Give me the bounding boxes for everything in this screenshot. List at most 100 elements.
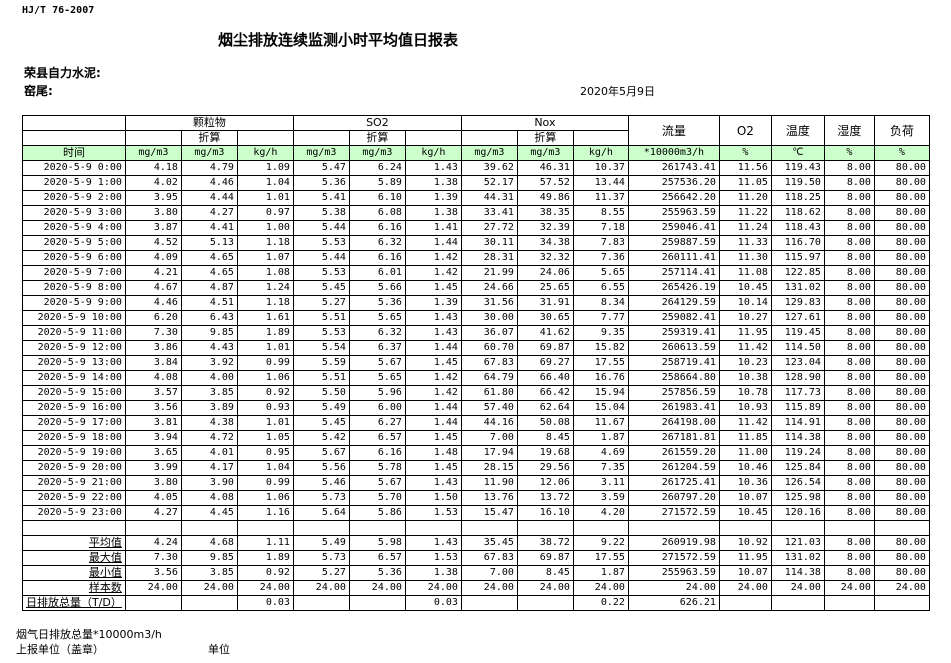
value-cell: 1.01 [236, 340, 294, 356]
value-cell: 11.42 [718, 340, 772, 356]
value-cell: 8.00 [823, 250, 875, 266]
value-cell [348, 595, 406, 611]
value-cell: 24.00 [718, 580, 772, 596]
stat-row: 最大值 7.30 9.85 1.89 5.73 6.57 1.53 67.83 69.87 17.… [22, 550, 930, 566]
converted-label: 折算 [180, 130, 238, 146]
value-cell: 15.47 [460, 505, 518, 521]
value-cell: 1.48 [404, 445, 462, 461]
table-row: 2020-5-9 17:00 3.81 4.38 1.01 5.45 6.27 1.44 44… [22, 415, 930, 431]
time-cell: 2020-5-9 12:00 [22, 340, 126, 356]
header-flow: 流量 [627, 115, 720, 146]
value-cell: 8.00 [823, 535, 875, 551]
value-cell: 35.45 [460, 535, 518, 551]
value-cell: 15.94 [572, 385, 629, 401]
value-cell: 80.00 [873, 160, 930, 176]
value-cell: 4.08 [180, 490, 238, 506]
value-cell: 4.44 [180, 190, 238, 206]
table-row: 2020-5-9 5:00 4.52 5.13 1.18 5.53 6.32 1.44 30.… [22, 235, 930, 251]
value-cell: 118.62 [770, 205, 825, 221]
value-cell: 125.98 [770, 490, 825, 506]
value-cell: 271572.59 [627, 550, 720, 566]
value-cell: 1.53 [404, 505, 462, 521]
value-cell: 8.55 [572, 205, 629, 221]
value-cell: 7.77 [572, 310, 629, 326]
value-cell: 264129.59 [627, 295, 720, 311]
value-cell: 261204.59 [627, 460, 720, 476]
unit-label: 单位 [208, 643, 230, 656]
value-cell: 11.20 [718, 190, 772, 206]
unit-cell: mg/m3 [292, 145, 350, 161]
value-cell: 1.01 [236, 190, 294, 206]
value-cell: 0.22 [572, 595, 629, 611]
value-cell: 4.69 [572, 445, 629, 461]
value-cell: 24.00 [404, 580, 462, 596]
blank-cell [22, 130, 126, 146]
value-cell: 30.11 [460, 235, 518, 251]
value-cell: 11.37 [572, 190, 629, 206]
value-cell: 5.86 [348, 505, 406, 521]
value-cell [718, 520, 772, 536]
value-cell [516, 595, 574, 611]
time-cell: 2020-5-9 0:00 [22, 160, 126, 176]
value-cell: 80.00 [873, 475, 930, 491]
value-cell: 13.76 [460, 490, 518, 506]
value-cell: 5.53 [292, 235, 350, 251]
value-cell: 5.36 [348, 565, 406, 581]
value-cell: 11.90 [460, 475, 518, 491]
value-cell: 80.00 [873, 280, 930, 296]
table-row: 2020-5-9 1:00 4.02 4.46 1.04 5.36 5.89 1.38 52.… [22, 175, 930, 191]
table-row: 2020-5-9 3:00 3.80 4.27 0.97 5.38 6.08 1.38 33.… [22, 205, 930, 221]
value-cell: 0.99 [236, 355, 294, 371]
value-cell: 5.96 [348, 385, 406, 401]
table-row: 2020-5-9 16:00 3.56 3.89 0.93 5.49 6.00 1.44 57… [22, 400, 930, 416]
value-cell: 3.59 [572, 490, 629, 506]
value-cell: 11.00 [718, 445, 772, 461]
value-cell: 24.00 [516, 580, 574, 596]
value-cell: 4.09 [124, 250, 182, 266]
value-cell: 258719.41 [627, 355, 720, 371]
value-cell: 6.57 [348, 430, 406, 446]
time-cell: 2020-5-9 4:00 [22, 220, 126, 236]
value-cell: 117.73 [770, 385, 825, 401]
value-cell: 7.30 [124, 325, 182, 341]
value-cell: 114.38 [770, 430, 825, 446]
value-cell: 4.21 [124, 265, 182, 281]
time-cell: 2020-5-9 10:00 [22, 310, 126, 326]
value-cell: 57.40 [460, 400, 518, 416]
value-cell: 5.46 [292, 475, 350, 491]
value-cell: 50.08 [516, 415, 574, 431]
value-cell: 1.87 [572, 565, 629, 581]
unit-cell: *10000m3/h [627, 145, 720, 161]
value-cell: 4.27 [180, 205, 238, 221]
value-cell: 11.85 [718, 430, 772, 446]
value-cell: 11.30 [718, 250, 772, 266]
value-cell: 4.65 [180, 250, 238, 266]
value-cell: 116.70 [770, 235, 825, 251]
blank-cell [236, 130, 294, 146]
value-cell: 8.00 [823, 325, 875, 341]
time-cell: 2020-5-9 8:00 [22, 280, 126, 296]
value-cell: 80.00 [873, 490, 930, 506]
table-row: 2020-5-9 8:00 4.67 4.87 1.24 5.45 5.66 1.45 24.… [22, 280, 930, 296]
group-header-nox: Nox [460, 115, 629, 131]
value-cell: 28.31 [460, 250, 518, 266]
value-cell: 10.38 [718, 370, 772, 386]
kiln-label: 窑尾: [24, 84, 53, 98]
value-cell: 10.78 [718, 385, 772, 401]
value-cell: 39.62 [460, 160, 518, 176]
value-cell: 8.00 [823, 205, 875, 221]
value-cell: 0.03 [404, 595, 462, 611]
value-cell: 8.00 [823, 310, 875, 326]
reporting-unit-label: 上报单位（盖章） [16, 643, 104, 656]
value-cell: 4.79 [180, 160, 238, 176]
value-cell: 5.65 [572, 265, 629, 281]
daily-total-row: 日排放总量（T/D） 0.03 0.03 0.22 626.21 [22, 595, 930, 611]
value-cell: 32.32 [516, 250, 574, 266]
value-cell [292, 595, 350, 611]
value-cell: 5.89 [348, 175, 406, 191]
value-cell: 10.14 [718, 295, 772, 311]
value-cell: 6.16 [348, 250, 406, 266]
empty-row [22, 520, 930, 536]
value-cell: 5.54 [292, 340, 350, 356]
value-cell: 11.24 [718, 220, 772, 236]
